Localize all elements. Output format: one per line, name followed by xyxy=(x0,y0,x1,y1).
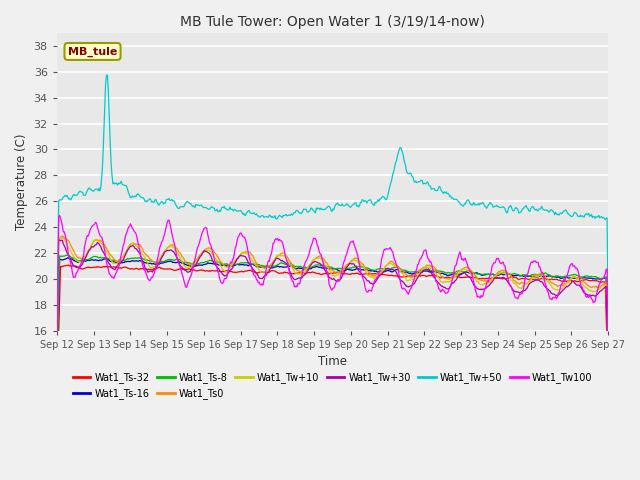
Text: MB_tule: MB_tule xyxy=(68,47,117,57)
Y-axis label: Temperature (C): Temperature (C) xyxy=(15,133,28,230)
X-axis label: Time: Time xyxy=(318,355,347,368)
Legend: Wat1_Ts-32, Wat1_Ts-16, Wat1_Ts-8, Wat1_Ts0, Wat1_Tw+10, Wat1_Tw+30, Wat1_Tw+50,: Wat1_Ts-32, Wat1_Ts-16, Wat1_Ts-8, Wat1_… xyxy=(69,369,596,403)
Title: MB Tule Tower: Open Water 1 (3/19/14-now): MB Tule Tower: Open Water 1 (3/19/14-now… xyxy=(180,15,485,29)
